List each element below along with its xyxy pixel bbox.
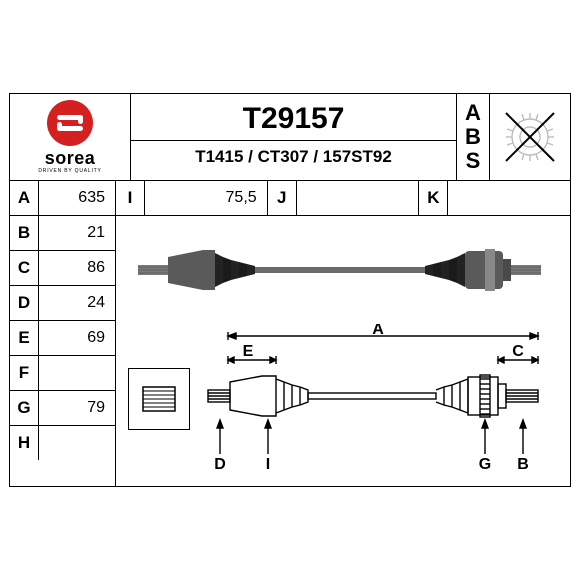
spec-val: 69: [39, 321, 115, 355]
spec-column-left: A635 B21 C86 D24 E69 F G79 H: [10, 181, 116, 486]
spec-row: G79: [10, 391, 115, 426]
spec-card: sorea DRIVEN BY QUALITY T29157 T1415 / C…: [9, 93, 571, 487]
spec-key: D: [10, 286, 39, 320]
spline-icon-box: [128, 368, 190, 430]
dim-label-i: I: [266, 456, 270, 473]
spec-row: C86: [10, 251, 115, 286]
spec-key: C: [10, 251, 39, 285]
logo-box: sorea DRIVEN BY QUALITY: [10, 94, 131, 180]
dim-label-b: B: [517, 456, 529, 473]
spec-key: F: [10, 356, 39, 390]
dim-label-c: C: [512, 343, 524, 360]
axle-diagram-row: A E C D I G B: [120, 320, 566, 482]
logo-brand: sorea: [45, 148, 96, 169]
sorea-logo-icon: [47, 100, 93, 146]
spec-val: [448, 181, 570, 215]
title-box: T29157 T1415 / CT307 / 157ST92: [131, 94, 456, 180]
spec-key: A: [10, 181, 39, 215]
spec-row-top: I75,5 J K: [116, 181, 570, 216]
spec-key: J: [268, 181, 297, 215]
spec-row: I75,5: [116, 181, 268, 215]
spec-row: D24: [10, 286, 115, 321]
part-number: T29157: [131, 94, 456, 141]
dim-label-g: G: [479, 456, 491, 473]
spec-val: 79: [39, 391, 115, 425]
spec-row: E69: [10, 321, 115, 356]
dimension-diagram: A E C D I G B: [198, 324, 558, 474]
spec-row: H: [10, 426, 115, 460]
spec-row: A635: [10, 181, 115, 216]
image-area: A E C D I G B: [116, 216, 570, 486]
spec-key: E: [10, 321, 39, 355]
abs-s: S: [466, 149, 481, 173]
dim-label-d: D: [214, 456, 226, 473]
spec-val: 21: [39, 216, 115, 250]
dim-label-e: E: [243, 343, 254, 360]
spec-key: H: [10, 426, 39, 460]
axle-photo: [120, 220, 566, 320]
logo-circle: [47, 100, 93, 146]
spec-key: G: [10, 391, 39, 425]
abs-a: A: [465, 101, 481, 125]
spec-row: F: [10, 356, 115, 391]
spec-row: B21: [10, 216, 115, 251]
spec-row: J: [268, 181, 420, 215]
spec-val: [297, 181, 419, 215]
abs-gear-box: [490, 94, 570, 180]
spec-row: K: [419, 181, 570, 215]
gear-crossed-icon: [500, 107, 560, 167]
spec-key: B: [10, 216, 39, 250]
header-row: sorea DRIVEN BY QUALITY T29157 T1415 / C…: [10, 94, 570, 181]
spec-key: I: [116, 181, 145, 215]
spec-val: 75,5: [145, 181, 267, 215]
content-column: I75,5 J K: [116, 181, 570, 486]
axle-photo-svg: [133, 235, 553, 305]
spec-key: K: [419, 181, 448, 215]
spline-icon: [137, 377, 181, 421]
spec-val: 86: [39, 251, 115, 285]
cross-refs: T1415 / CT307 / 157ST92: [131, 141, 456, 173]
spec-val: [39, 356, 115, 390]
abs-label: A B S: [456, 94, 490, 180]
spec-val: 24: [39, 286, 115, 320]
spec-val: 635: [39, 181, 115, 215]
logo-tagline: DRIVEN BY QUALITY: [38, 168, 101, 174]
body-row: A635 B21 C86 D24 E69 F G79 H I75,5 J K: [10, 181, 570, 486]
dim-label-a: A: [372, 324, 384, 338]
spec-val: [39, 426, 115, 460]
abs-b: B: [465, 125, 481, 149]
